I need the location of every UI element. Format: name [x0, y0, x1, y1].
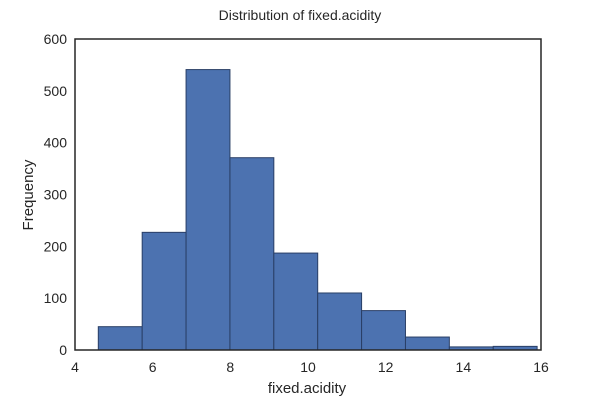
x-tick-label-0: 4: [71, 359, 79, 375]
x-axis-label: fixed.acidity: [268, 380, 347, 397]
y-tick-label-5: 500: [44, 83, 68, 99]
histogram-bar-4: [273, 252, 319, 351]
bars-group: [97, 69, 538, 351]
plot-frame: [74, 38, 542, 351]
y-axis-label: Frequency: [20, 159, 37, 230]
x-tick-label-2: 8: [226, 359, 234, 375]
ticks-group: 4 6 8 10 12 14 16 0 100 200 300 400 500 600: [44, 31, 549, 375]
x-tick-label-1: 6: [149, 359, 157, 375]
x-tick-label-5: 14: [456, 359, 472, 375]
histogram-bar-3: [229, 157, 275, 351]
histogram-bar-5: [317, 292, 363, 351]
y-tick-label-6: 600: [44, 31, 68, 47]
histogram-bar-0: [97, 326, 143, 351]
histogram-bar-1: [141, 231, 187, 351]
chart-title: Distribution of fixed.acidity: [219, 7, 382, 23]
histogram-bar-7: [404, 336, 450, 351]
x-tick-label-4: 12: [378, 359, 394, 375]
y-tick-label-0: 0: [59, 342, 67, 358]
histogram-bar-2: [185, 69, 231, 351]
y-tick-label-3: 300: [44, 187, 68, 203]
y-tick-label-4: 400: [44, 135, 68, 151]
y-tick-label-1: 100: [44, 290, 68, 306]
x-tick-label-3: 10: [300, 359, 316, 375]
histogram-bar-6: [361, 310, 406, 351]
x-tick-label-6: 16: [533, 359, 549, 375]
y-tick-label-2: 200: [44, 238, 68, 254]
